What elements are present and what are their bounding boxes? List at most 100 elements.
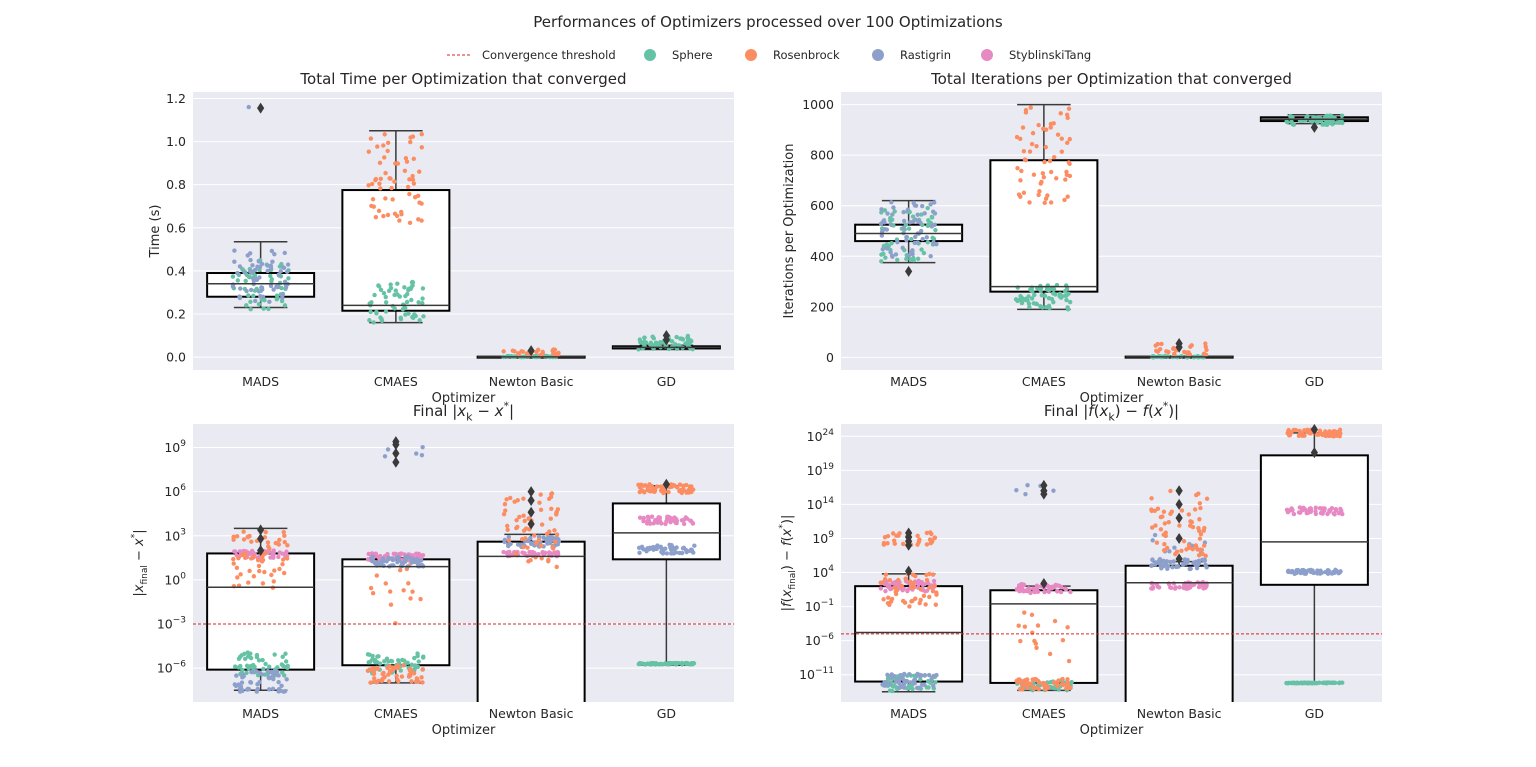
strip-point <box>256 563 262 569</box>
strip-point <box>383 300 389 305</box>
strip-point <box>373 214 379 220</box>
strip-point <box>272 652 277 657</box>
strip-point <box>1027 149 1033 154</box>
strip-point <box>901 218 907 224</box>
strip-point <box>383 309 389 314</box>
outlier-marker <box>257 524 265 536</box>
strip-point <box>890 212 895 217</box>
box-mads <box>206 527 316 691</box>
strip-point <box>1062 293 1068 298</box>
strip-point <box>370 653 375 659</box>
strip-point <box>505 523 510 529</box>
strip-point <box>521 496 526 501</box>
strip-point <box>909 599 914 604</box>
strip-point <box>1055 588 1060 594</box>
strip-point <box>910 214 916 219</box>
iterations-panel: 0 200 400 600 800 1000 MADS CMAES Newton Basic GD… <box>782 70 1382 406</box>
strip-point <box>912 681 917 686</box>
x-axis-label: Optimizer <box>1080 723 1144 738</box>
panel-title: Final |f(xk) − f(x*)| <box>1044 399 1179 423</box>
strip-point <box>1194 565 1200 571</box>
strip-point <box>273 540 279 546</box>
strip-point <box>1060 637 1066 643</box>
strip-point <box>259 672 265 677</box>
strip-point <box>1150 538 1155 543</box>
strip-point <box>1036 192 1041 198</box>
strip-point <box>505 527 510 533</box>
strip-point <box>420 667 426 672</box>
strip-point <box>525 538 531 544</box>
strip-point <box>267 664 272 669</box>
strip-point <box>921 593 927 599</box>
strip-point <box>1037 189 1042 194</box>
strip-point <box>645 487 650 493</box>
strip-point <box>244 303 249 308</box>
strip-point <box>377 160 383 166</box>
y-tick-label: 0.4 <box>166 263 186 278</box>
strip-point <box>1196 553 1202 558</box>
strip-point <box>1291 511 1297 517</box>
x-tick-label-newton-basic: Newton Basic <box>1137 706 1222 721</box>
strip-point <box>1035 589 1041 595</box>
strip-point <box>404 299 410 305</box>
strip-point <box>916 538 922 544</box>
strip-point <box>637 515 643 520</box>
strip-point <box>892 209 897 214</box>
strip-point <box>532 533 537 538</box>
strip-point <box>388 282 393 287</box>
strip-point <box>414 451 419 456</box>
strip-point <box>1188 344 1193 349</box>
strip-point <box>1015 165 1020 171</box>
strip-point <box>258 294 263 299</box>
figure-title: Performances of Optimizers processed ove… <box>533 13 1003 31</box>
strip-point <box>246 274 252 279</box>
strip-point <box>254 654 260 660</box>
strip-point <box>376 283 381 288</box>
strip-point <box>1018 136 1023 142</box>
strip-point <box>895 239 900 245</box>
strip-point <box>902 678 907 683</box>
y-tick-label: 10−3 <box>157 616 186 632</box>
strip-point <box>381 291 387 296</box>
strip-point <box>930 572 936 577</box>
strip-point <box>246 104 251 110</box>
strip-point <box>934 672 939 678</box>
strip-point <box>1149 525 1155 530</box>
strip-point <box>1031 586 1036 591</box>
strip-point <box>1187 566 1192 572</box>
y-tick-label: 10−11 <box>799 666 834 682</box>
strip-point <box>276 554 281 560</box>
strip-point <box>1059 149 1065 154</box>
strip-point <box>908 250 913 256</box>
strip-point <box>1067 173 1073 179</box>
strip-point <box>677 488 682 494</box>
strip-point <box>1315 119 1320 125</box>
strip-point <box>920 203 925 209</box>
strip-point <box>683 660 689 666</box>
strip-point <box>259 261 265 267</box>
y-tick-label: 1000 <box>802 97 834 112</box>
strip-point <box>547 550 552 555</box>
strip-gd-sphere <box>1284 680 1345 686</box>
strip-point <box>554 532 560 537</box>
strip-point <box>1063 586 1068 591</box>
strip-point <box>652 489 657 494</box>
strip-point <box>1289 119 1294 124</box>
strip-point <box>1162 541 1167 547</box>
strip-point <box>265 540 271 545</box>
strip-point <box>1023 491 1028 497</box>
strip-point <box>928 254 933 259</box>
strip-point <box>1172 545 1177 550</box>
x-tick-label-mads: MADS <box>242 706 279 721</box>
strip-point <box>406 287 411 293</box>
strip-point <box>243 551 248 556</box>
strip-point <box>280 295 285 301</box>
strip-point <box>419 218 424 223</box>
strip-point <box>247 568 252 574</box>
strip-point <box>278 269 283 274</box>
strip-point <box>381 143 386 148</box>
y-tick-label: 0 <box>826 350 834 365</box>
strip-point <box>885 672 890 678</box>
strip-point <box>919 247 924 252</box>
y-tick-label: 10−6 <box>157 660 186 676</box>
